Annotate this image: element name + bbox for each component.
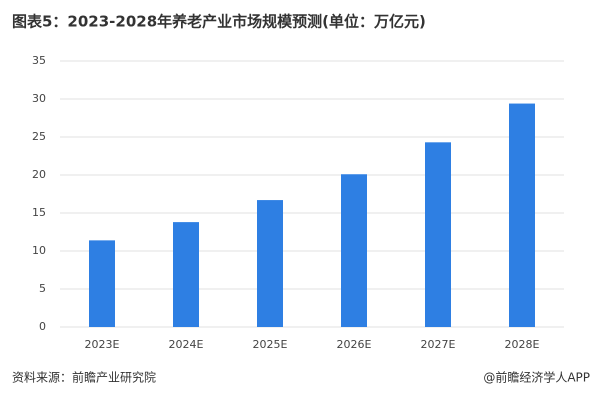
x-tick-label: 2027E (421, 338, 456, 351)
bar (509, 103, 535, 327)
x-tick-label: 2028E (505, 338, 540, 351)
y-tick-label: 15 (32, 206, 46, 219)
bar (425, 142, 451, 327)
x-tick-label: 2025E (253, 338, 288, 351)
credit: @前瞻经济学人APP (483, 370, 590, 385)
bar (341, 174, 367, 327)
bar (173, 222, 199, 327)
y-tick-label: 0 (39, 320, 46, 333)
x-tick-label: 2026E (337, 338, 372, 351)
source: 资料来源：前瞻产业研究院 (12, 370, 156, 385)
y-tick-label: 20 (32, 168, 46, 181)
y-tick-label: 25 (32, 130, 46, 143)
y-tick-label: 30 (32, 92, 46, 105)
x-tick-label: 2023E (85, 338, 120, 351)
y-tick-label: 5 (39, 282, 46, 295)
bar (257, 200, 283, 327)
y-tick-label: 35 (32, 54, 46, 67)
y-tick-label: 10 (32, 244, 46, 257)
x-tick-label: 2024E (169, 338, 204, 351)
bar (89, 240, 115, 327)
chart-title: 图表5：2023-2028年养老产业市场规模预测(单位：万亿元) (12, 13, 426, 31)
